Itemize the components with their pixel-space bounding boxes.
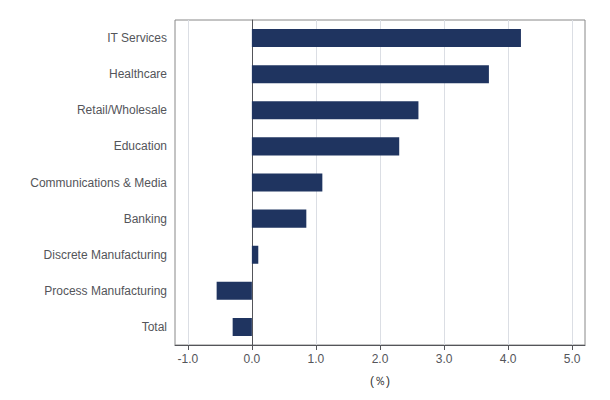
svg-text:-1.0: -1.0 [177, 352, 198, 366]
svg-text:Healthcare: Healthcare [109, 67, 167, 81]
svg-text:Process Manufacturing: Process Manufacturing [44, 284, 167, 298]
svg-text:3.0: 3.0 [436, 352, 453, 366]
svg-text:Communications & Media: Communications & Media [30, 176, 167, 190]
svg-text:Discrete Manufacturing: Discrete Manufacturing [44, 248, 167, 262]
svg-text:Retail/Wholesale: Retail/Wholesale [77, 103, 167, 117]
svg-text:1.0: 1.0 [308, 352, 325, 366]
svg-text:Total: Total [142, 320, 167, 334]
svg-text:2.0: 2.0 [372, 352, 389, 366]
svg-text:5.0: 5.0 [564, 352, 581, 366]
svg-text:Banking: Banking [124, 212, 167, 226]
svg-text:(％): (％) [370, 374, 390, 388]
svg-text:IT Services: IT Services [107, 31, 167, 45]
svg-text:0.0: 0.0 [244, 352, 261, 366]
svg-text:4.0: 4.0 [500, 352, 517, 366]
svg-text:Education: Education [114, 139, 167, 153]
